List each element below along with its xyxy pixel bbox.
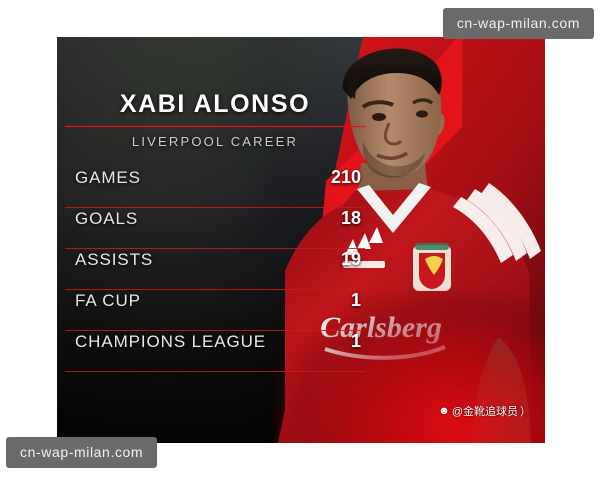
stat-value: 1	[350, 290, 361, 310]
row-divider	[65, 248, 365, 249]
row-divider	[65, 207, 365, 208]
stat-value: 210	[330, 167, 361, 187]
table-row: CHAMPIONS LEAGUE 1	[65, 331, 365, 362]
watermark-top-right: cn-wap-milan.com	[442, 8, 594, 39]
stat-value: 19	[340, 249, 361, 269]
weibo-bracket: ）	[520, 406, 531, 418]
stat-label: CHAMPIONS LEAGUE	[75, 332, 267, 351]
table-row: ASSISTS 19	[65, 249, 365, 280]
stat-label: GAMES	[75, 168, 141, 187]
stat-label: FA CUP	[75, 291, 141, 310]
row-divider	[65, 330, 365, 331]
stat-label: ASSISTS	[75, 250, 154, 269]
watermark-bottom-left: cn-wap-milan.com	[6, 437, 158, 468]
player-stat-graphic: Carlsberg XABI ALONSO LIV	[57, 37, 545, 443]
stat-panel: XABI ALONSO LIVERPOOL CAREER GAMES 210 G…	[65, 92, 365, 372]
stat-value: 1	[350, 331, 361, 351]
table-row: GAMES 210	[65, 167, 365, 198]
stat-label: GOALS	[75, 209, 139, 228]
row-divider	[65, 371, 365, 372]
subtitle: LIVERPOOL CAREER	[131, 134, 299, 149]
club-crest	[413, 243, 451, 291]
weibo-handle: @金靴追球员	[451, 406, 518, 418]
table-row: FA CUP 1	[65, 290, 365, 321]
weibo-icon: ☻	[438, 405, 450, 417]
row-divider	[65, 289, 365, 290]
stats-table: GAMES 210 GOALS 18 ASSISTS 19 FA CUP 1 C…	[65, 167, 365, 372]
red-glow	[275, 293, 545, 443]
table-row: GOALS 18	[65, 208, 365, 239]
title-divider	[65, 126, 365, 127]
stat-value: 18	[340, 208, 361, 228]
page-title: XABI ALONSO	[119, 90, 311, 118]
weibo-watermark: ☻ @金靴追球员 ）	[438, 403, 531, 419]
